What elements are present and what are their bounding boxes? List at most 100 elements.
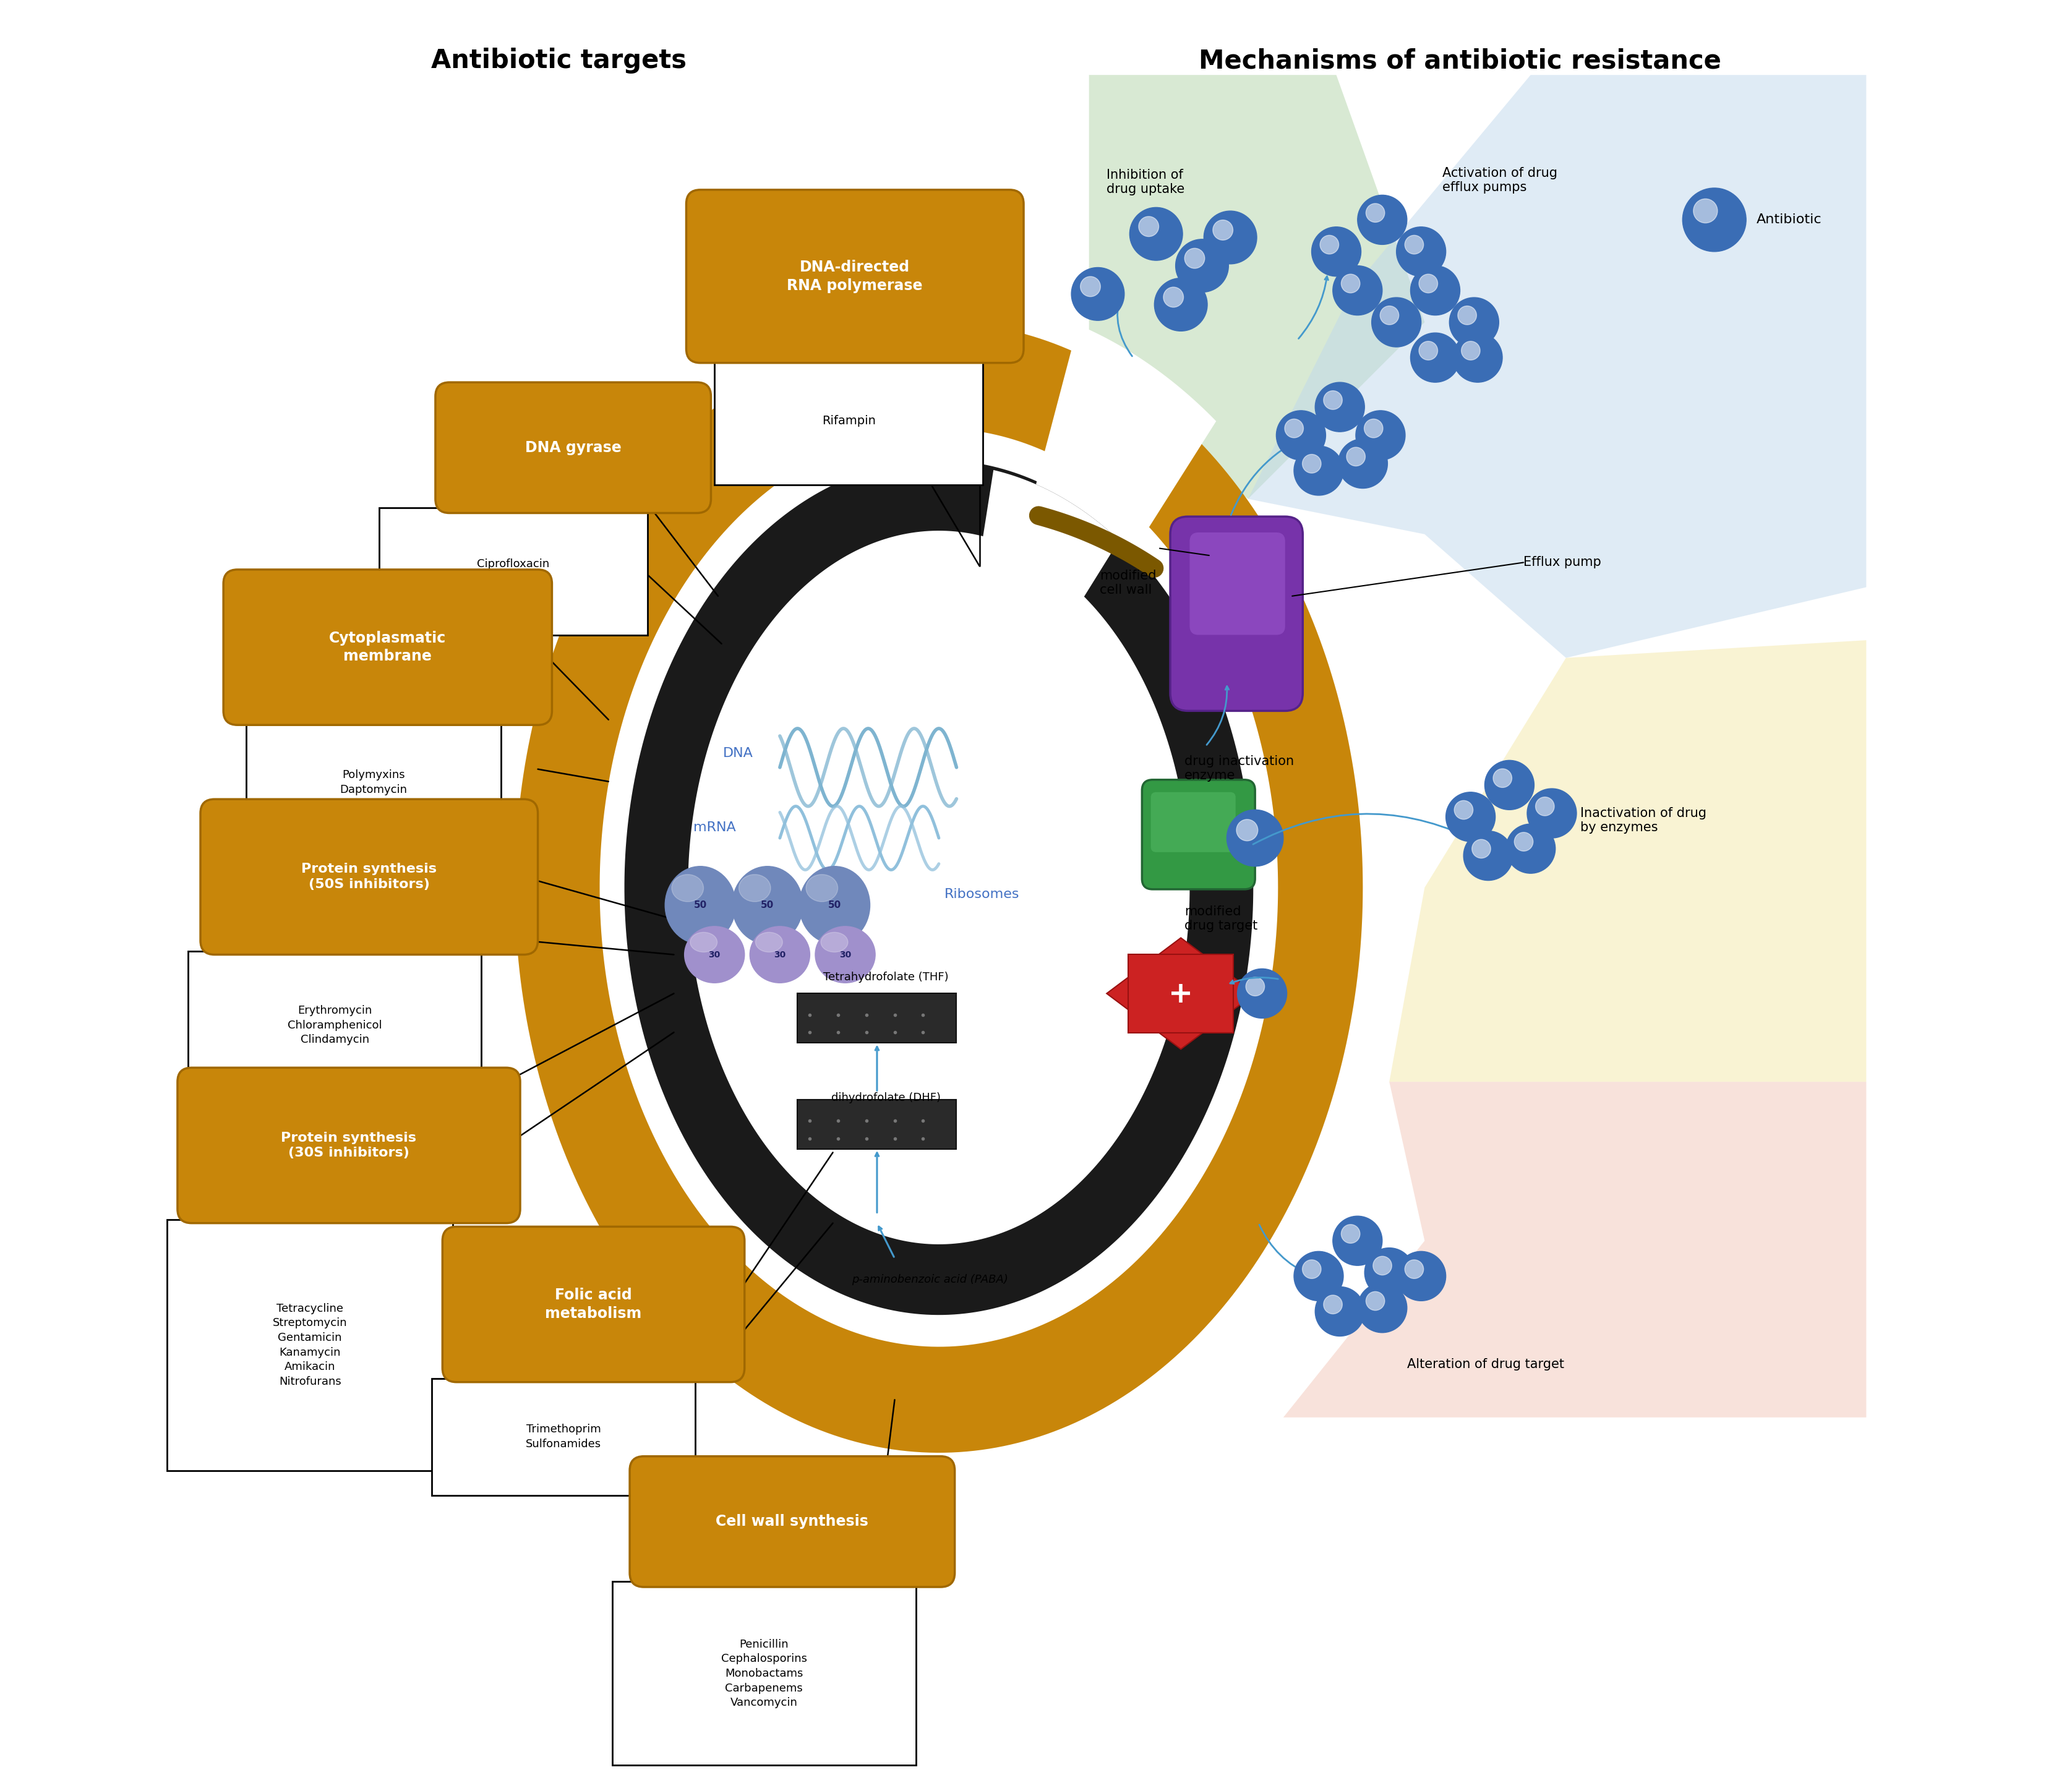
Text: p-aminobenzoic acid (PABA): p-aminobenzoic acid (PABA) <box>852 1274 1009 1285</box>
Text: 50: 50 <box>829 900 841 911</box>
Text: drug inactivation
enzyme: drug inactivation enzyme <box>1185 754 1293 781</box>
Circle shape <box>1527 788 1577 838</box>
Text: Inhibition of
drug uptake: Inhibition of drug uptake <box>1106 169 1185 195</box>
Text: Tetracycline
Streptomycin
Gentamicin
Kanamycin
Amikacin
Nitrofurans: Tetracycline Streptomycin Gentamicin Kan… <box>274 1303 348 1386</box>
FancyBboxPatch shape <box>798 994 957 1044</box>
Ellipse shape <box>806 875 837 902</box>
Circle shape <box>1535 797 1554 817</box>
Text: dihydrofolate (DHF): dihydrofolate (DHF) <box>831 1092 941 1104</box>
FancyBboxPatch shape <box>798 1099 957 1148</box>
Text: 50: 50 <box>694 900 707 911</box>
Circle shape <box>1276 410 1326 460</box>
Circle shape <box>1471 840 1490 857</box>
Circle shape <box>1515 832 1533 850</box>
Text: Efflux pump: Efflux pump <box>1523 556 1602 568</box>
Ellipse shape <box>690 932 717 951</box>
Ellipse shape <box>731 866 802 944</box>
Circle shape <box>1303 454 1322 474</box>
Circle shape <box>1237 820 1258 841</box>
FancyBboxPatch shape <box>379 508 646 635</box>
FancyBboxPatch shape <box>1171 517 1303 710</box>
FancyBboxPatch shape <box>1150 792 1235 852</box>
Text: Polymyxins
Daptomycin: Polymyxins Daptomycin <box>340 770 408 795</box>
Circle shape <box>1324 1296 1343 1313</box>
Text: Inactivation of drug
by enzymes: Inactivation of drug by enzymes <box>1581 808 1705 834</box>
Circle shape <box>1380 305 1399 325</box>
Circle shape <box>1682 188 1747 252</box>
Circle shape <box>1339 438 1388 488</box>
Circle shape <box>1341 273 1359 293</box>
Ellipse shape <box>740 875 771 902</box>
Text: DNA: DNA <box>723 747 754 760</box>
Circle shape <box>1285 419 1303 438</box>
Circle shape <box>1204 211 1258 264</box>
Text: DNA gyrase: DNA gyrase <box>524 440 622 454</box>
FancyBboxPatch shape <box>431 1379 694 1495</box>
Text: Protein synthesis
(50S inhibitors): Protein synthesis (50S inhibitors) <box>300 863 437 891</box>
Text: Alteration of drug target: Alteration of drug target <box>1407 1358 1564 1370</box>
Polygon shape <box>1129 955 1233 1033</box>
Circle shape <box>1411 334 1461 382</box>
Text: Cytoplasmatic
membrane: Cytoplasmatic membrane <box>329 630 445 664</box>
Circle shape <box>1446 792 1496 841</box>
FancyBboxPatch shape <box>168 1219 454 1470</box>
Ellipse shape <box>814 927 874 983</box>
Circle shape <box>1397 227 1446 277</box>
Ellipse shape <box>756 932 783 951</box>
FancyBboxPatch shape <box>630 1455 955 1587</box>
Circle shape <box>1452 334 1502 382</box>
FancyBboxPatch shape <box>247 721 501 843</box>
Text: 50: 50 <box>760 900 775 911</box>
Text: Penicillin
Cephalosporins
Monobactams
Carbapenems
Vancomycin: Penicillin Cephalosporins Monobactams Ca… <box>721 1638 806 1708</box>
Circle shape <box>1405 1260 1423 1278</box>
Circle shape <box>1080 277 1100 296</box>
Text: DNA-directed
RNA polymerase: DNA-directed RNA polymerase <box>787 259 922 293</box>
Text: 30: 30 <box>709 950 721 958</box>
Circle shape <box>1129 208 1183 261</box>
FancyBboxPatch shape <box>1142 779 1256 889</box>
FancyBboxPatch shape <box>715 357 982 485</box>
Polygon shape <box>982 470 1119 605</box>
Circle shape <box>1227 809 1283 866</box>
Circle shape <box>1341 1225 1359 1242</box>
Text: Rifampin: Rifampin <box>823 415 876 428</box>
Circle shape <box>1365 1292 1384 1310</box>
Text: modified
drug target: modified drug target <box>1185 905 1258 932</box>
Circle shape <box>1411 266 1461 316</box>
Circle shape <box>1419 341 1438 360</box>
Ellipse shape <box>665 866 736 944</box>
Circle shape <box>1419 273 1438 293</box>
FancyBboxPatch shape <box>443 1227 744 1383</box>
Circle shape <box>1332 266 1382 316</box>
Circle shape <box>1494 769 1513 788</box>
Circle shape <box>1293 446 1343 495</box>
Ellipse shape <box>684 927 744 983</box>
Circle shape <box>1320 236 1339 254</box>
Circle shape <box>1374 1257 1392 1274</box>
Text: Antibiotic: Antibiotic <box>1757 213 1821 225</box>
Circle shape <box>1347 447 1365 467</box>
Circle shape <box>1461 341 1479 360</box>
FancyBboxPatch shape <box>1189 532 1285 635</box>
Polygon shape <box>1106 937 1256 1049</box>
Text: Erythromycin
Chloramphenicol
Clindamycin: Erythromycin Chloramphenicol Clindamycin <box>288 1005 381 1045</box>
Text: mRNA: mRNA <box>694 822 736 834</box>
Circle shape <box>1185 249 1204 268</box>
Circle shape <box>1071 268 1125 321</box>
Circle shape <box>1154 279 1208 332</box>
FancyBboxPatch shape <box>178 1069 520 1223</box>
Circle shape <box>1357 195 1407 245</box>
Circle shape <box>1363 419 1382 438</box>
Text: Ribosomes: Ribosomes <box>945 888 1019 900</box>
Circle shape <box>1405 236 1423 254</box>
Circle shape <box>1463 831 1513 880</box>
FancyBboxPatch shape <box>611 1582 916 1766</box>
Polygon shape <box>1036 325 1216 554</box>
Text: Antibiotic targets: Antibiotic targets <box>431 48 686 75</box>
Text: Tetrahydrofolate (THF): Tetrahydrofolate (THF) <box>823 971 949 983</box>
Polygon shape <box>624 460 1254 1315</box>
Circle shape <box>1693 199 1718 224</box>
Circle shape <box>1455 801 1473 820</box>
Ellipse shape <box>671 875 704 902</box>
Text: Ciprofloxacin
Nalidixic acid: Ciprofloxacin Nalidixic acid <box>477 559 551 584</box>
